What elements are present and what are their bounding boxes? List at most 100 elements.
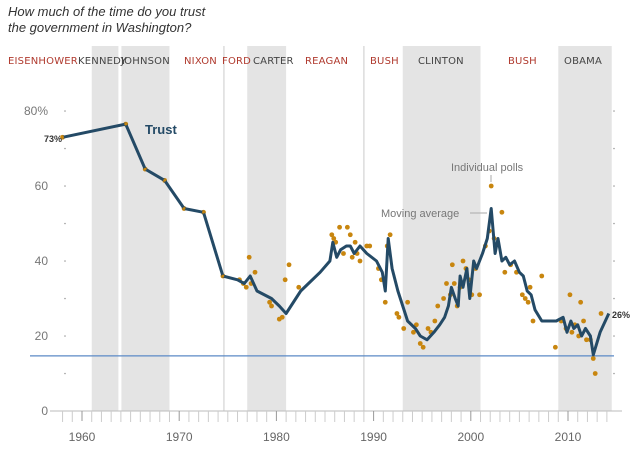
y-tick-mark <box>613 335 615 337</box>
poll-point <box>413 322 419 328</box>
poll-point <box>387 232 393 238</box>
president-label: FORD <box>222 56 251 67</box>
poll-point <box>519 292 525 298</box>
poll-point <box>581 318 586 324</box>
line-vertex <box>143 167 147 171</box>
x-tick-label: 1970 <box>166 430 193 444</box>
y-minor-tick-mark <box>613 372 615 375</box>
poll-point <box>451 281 457 286</box>
poll-point <box>584 337 589 343</box>
poll-point <box>331 236 337 241</box>
poll-point <box>598 311 604 316</box>
y-axis: 0 20 40 60 80% <box>24 104 615 418</box>
poll-point <box>502 269 508 275</box>
line-vertices <box>61 122 225 278</box>
line-vertex <box>202 210 205 214</box>
y-tick-label: 80% <box>24 104 48 118</box>
poll-point <box>382 299 388 305</box>
president-label: CARTER <box>253 56 294 67</box>
poll-point <box>477 292 482 298</box>
president-label: BUSH <box>508 56 537 67</box>
poll-point <box>282 277 288 283</box>
x-tick-label: 1980 <box>263 430 290 444</box>
band-clinton <box>402 46 481 411</box>
y-tick-mark <box>613 110 615 112</box>
presidency-dividers <box>223 46 365 411</box>
chart-title-line-1: How much of the time do you trust <box>8 4 207 19</box>
line-vertex <box>163 178 167 182</box>
poll-point <box>329 232 335 238</box>
president-label: CLINTON <box>418 56 464 67</box>
poll-point <box>296 284 302 290</box>
individual-polls-annotation: Individual polls <box>451 162 524 174</box>
poll-point <box>401 326 407 331</box>
poll-point <box>341 251 346 256</box>
poll-point <box>349 254 355 260</box>
y-tick-mark <box>64 335 66 337</box>
line-vertex <box>124 122 128 126</box>
poll-point <box>425 326 431 331</box>
poll-point <box>246 254 252 260</box>
x-tick-label: 2010 <box>555 430 582 444</box>
y-minor-tick-mark <box>64 222 66 225</box>
poll-point <box>344 224 350 230</box>
poll-point <box>525 299 531 305</box>
poll-point <box>441 296 446 301</box>
poll-point <box>552 344 558 350</box>
poll-point <box>367 243 373 249</box>
y-minor-tick-mark <box>613 297 615 300</box>
poll-point <box>394 311 400 316</box>
poll-point <box>267 299 272 305</box>
president-label: JOHNSON <box>120 56 170 67</box>
y-tick-mark <box>613 185 615 187</box>
y-tick-label: 0 <box>41 404 48 418</box>
band-carter <box>247 46 287 411</box>
poll-point <box>352 239 358 245</box>
y-tick-mark <box>64 260 66 262</box>
moving-average-annotation: Moving average <box>381 208 459 220</box>
end-value-label: 26% <box>612 310 630 320</box>
band-kennedy <box>91 46 119 411</box>
series-label-trust: Trust <box>145 122 177 137</box>
poll-point <box>522 296 528 301</box>
poll-point <box>488 183 494 189</box>
chart-title-line-2: the government in Washington? <box>8 20 192 35</box>
poll-point <box>357 258 363 264</box>
start-value-label: 73% <box>44 134 62 144</box>
poll-point <box>530 318 536 324</box>
line-vertex <box>182 207 186 210</box>
poll-point <box>460 258 466 264</box>
president-label: EISENHOWER <box>8 56 78 67</box>
poll-point <box>286 262 292 268</box>
poll-point <box>578 299 584 305</box>
president-label: REAGAN <box>305 56 348 67</box>
poll-point <box>499 209 505 215</box>
poll-point <box>569 329 575 335</box>
poll-point <box>539 273 545 279</box>
president-label: NIXON <box>184 56 217 67</box>
y-tick-label: 40 <box>35 254 49 268</box>
poll-point <box>417 341 423 346</box>
y-tick-label: 60 <box>35 179 49 193</box>
y-tick-mark <box>64 110 66 112</box>
y-tick-label: 20 <box>35 329 49 343</box>
y-tick-mark <box>613 260 615 262</box>
president-label: OBAMA <box>564 56 602 67</box>
band-johnson <box>121 46 170 411</box>
poll-point <box>567 292 573 298</box>
y-tick-mark <box>64 185 66 187</box>
line-vertex <box>61 135 64 139</box>
presidency-bands <box>91 46 612 411</box>
x-tick-label: 2000 <box>457 430 484 444</box>
president-label: KENNEDY <box>78 56 128 67</box>
poll-point <box>396 314 402 320</box>
president-label: BUSH <box>370 56 399 67</box>
y-minor-tick-mark <box>64 372 66 375</box>
poll-point <box>347 232 353 238</box>
poll-point <box>527 284 533 290</box>
x-tick-label: 1990 <box>360 430 387 444</box>
poll-point <box>337 224 342 230</box>
y-minor-tick-mark <box>613 147 615 150</box>
